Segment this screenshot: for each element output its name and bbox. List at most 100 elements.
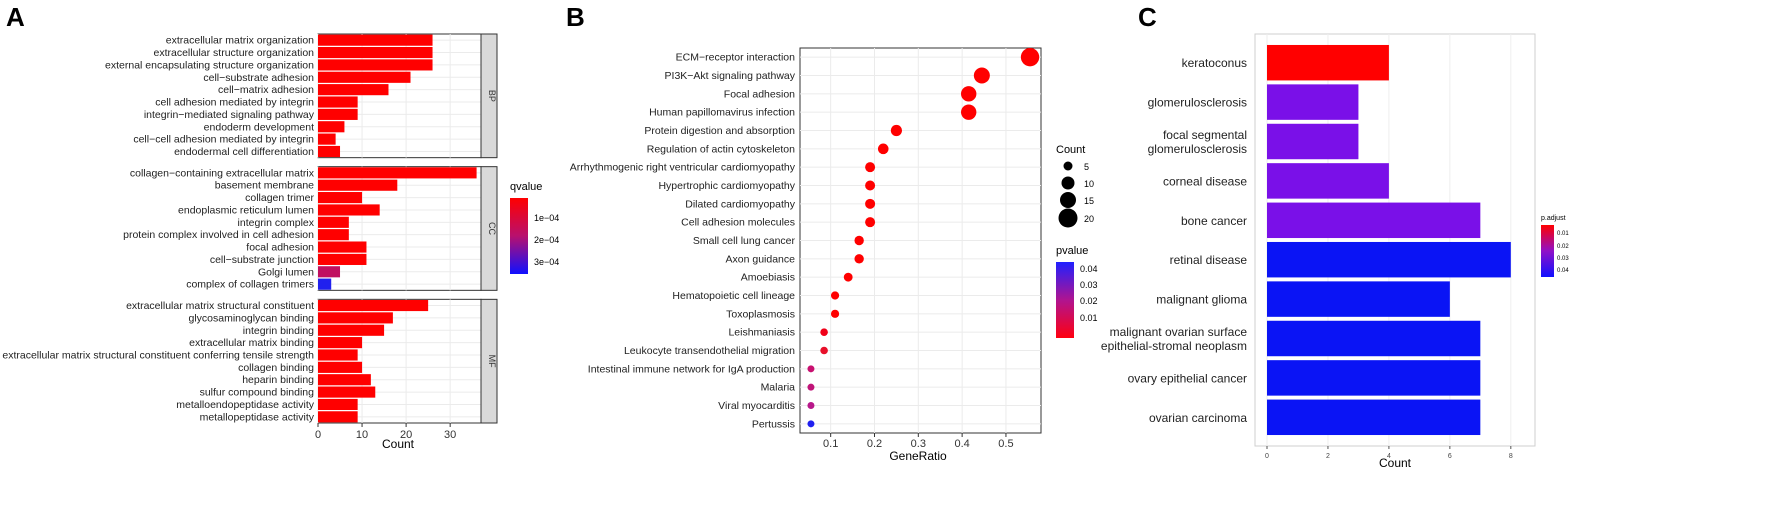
disease-label: bone cancer — [1181, 214, 1247, 228]
bar — [1267, 360, 1481, 396]
pathway-label: Hypertrophic cardiomyopathy — [658, 180, 795, 192]
disease-label: glomerulosclerosis — [1148, 96, 1247, 110]
disease-label: malignant glioma — [1156, 293, 1247, 307]
x-tick-label: 4 — [1387, 453, 1391, 460]
x-tick-label: 0.1 — [823, 438, 838, 450]
panel-c-legend-label: 0.03 — [1557, 256, 1569, 262]
data-point — [961, 104, 977, 120]
bar — [318, 241, 367, 253]
term-label: extracellular matrix structural constitu… — [126, 300, 314, 312]
bar — [318, 299, 429, 312]
bar — [318, 266, 341, 278]
term-label: integrin complex — [238, 217, 315, 229]
pathway-label: Cell adhesion molecules — [681, 217, 795, 229]
panel-b-count-legend-title: Count — [1056, 144, 1085, 156]
pathway-label: Hematopoietic cell lineage — [672, 290, 795, 302]
term-label: cell−cell adhesion mediated by integrin — [133, 134, 314, 146]
x-tick-label: 0.2 — [867, 438, 882, 450]
panel-b-pvalue-legend-label: 0.04 — [1080, 264, 1098, 274]
data-point — [807, 402, 815, 409]
panel-a-legend-label: 1e−04 — [534, 213, 559, 223]
panel-a-letter: A — [6, 2, 25, 32]
panel-b-count-legend-label: 20 — [1084, 214, 1094, 224]
bar — [318, 253, 367, 265]
data-point — [854, 254, 864, 264]
data-point — [877, 143, 889, 155]
pathway-label: Toxoplasmosis — [726, 308, 795, 320]
panel-c-xlabel: Count — [1379, 456, 1412, 470]
disease-label: malignant ovarian surface — [1110, 325, 1248, 339]
panel-a-xlabel: Count — [382, 437, 415, 451]
panel-c-legend-label: 0.04 — [1557, 268, 1569, 274]
bar — [318, 133, 336, 145]
bar — [318, 229, 349, 241]
x-tick-label: 8 — [1509, 453, 1513, 460]
bar — [1267, 281, 1450, 317]
panel-a-legend: qvalue 1e−04 2e−04 3e−04 — [510, 181, 559, 274]
panel-c-legend-label: 0.02 — [1557, 244, 1569, 250]
term-label: integrin−mediated signaling pathway — [144, 109, 315, 121]
panel-c-legend-colorbar — [1541, 225, 1554, 277]
pathway-label: Pertussis — [752, 418, 795, 430]
panel-a-go-barplot: extracellular matrix organization extrace… — [2, 33, 498, 441]
term-label: glycosaminoglycan binding — [189, 312, 315, 324]
data-point — [854, 235, 864, 246]
disease-label: retinal disease — [1170, 253, 1248, 267]
disease-label: epithelial-stromal neoplasm — [1101, 339, 1247, 353]
bar — [318, 192, 363, 204]
bar — [318, 84, 389, 96]
panel-b-count-legend-label: 10 — [1084, 179, 1094, 189]
bar — [1267, 123, 1359, 160]
legend-size-dot — [1058, 208, 1078, 228]
term-label: focal adhesion — [246, 242, 314, 254]
data-point — [807, 420, 815, 428]
bar — [318, 179, 398, 191]
pathway-label: Human papillomavirus infection — [649, 107, 795, 119]
data-point — [807, 365, 815, 373]
term-label: extracellular matrix binding — [189, 337, 314, 349]
term-label: endodermal cell differentiation — [174, 146, 314, 158]
facet-label: CC — [487, 222, 497, 235]
x-tick-label: 0 — [315, 429, 321, 441]
term-label: complex of collagen trimers — [186, 279, 314, 291]
panel-b-pvalue-legend-label: 0.02 — [1080, 296, 1098, 306]
panel-c-letter: C — [1138, 2, 1157, 32]
term-label: external encapsulating structure organiz… — [105, 59, 314, 71]
panel-b-pvalue-legend-label: 0.03 — [1080, 280, 1098, 290]
bar — [1267, 320, 1481, 357]
term-label: metalloendopeptidase activity — [176, 399, 315, 411]
bar — [318, 278, 332, 290]
bar — [1267, 44, 1389, 81]
bar — [318, 34, 433, 46]
legend-size-dot — [1063, 161, 1073, 171]
x-tick-label: 0.5 — [998, 438, 1013, 450]
bar — [318, 96, 358, 108]
bar — [318, 167, 477, 179]
disease-label: corneal disease — [1163, 174, 1247, 188]
term-label: integrin binding — [243, 325, 314, 337]
pathway-label: Arrhythmogenic right ventricular cardiom… — [570, 162, 796, 174]
pathway-label: Protein digestion and absorption — [644, 125, 795, 137]
bar — [318, 204, 380, 216]
bar — [318, 374, 371, 386]
pathway-label: Malaria — [761, 382, 796, 394]
data-point — [843, 272, 853, 282]
facet-strip — [480, 298, 498, 424]
bar — [318, 108, 358, 120]
x-tick-label: 0 — [1265, 453, 1269, 460]
term-label: collagen binding — [238, 362, 314, 374]
term-label: cell−matrix adhesion — [218, 84, 314, 96]
pathway-label: Focal adhesion — [724, 88, 795, 100]
panel-c-legend: p.adjust 0.01 0.02 0.03 0.04 — [1541, 215, 1569, 277]
data-point — [830, 309, 840, 318]
data-point — [961, 86, 977, 102]
disease-label: glomerulosclerosis — [1148, 142, 1247, 156]
term-label: collagen−containing extracellular matrix — [130, 167, 315, 179]
data-point — [865, 217, 876, 228]
panel-b-count-legend-label: 5 — [1084, 162, 1089, 172]
legend-size-dot — [1060, 192, 1076, 208]
x-tick-label: 10 — [356, 429, 368, 441]
term-label: extracellular matrix organization — [166, 35, 314, 47]
